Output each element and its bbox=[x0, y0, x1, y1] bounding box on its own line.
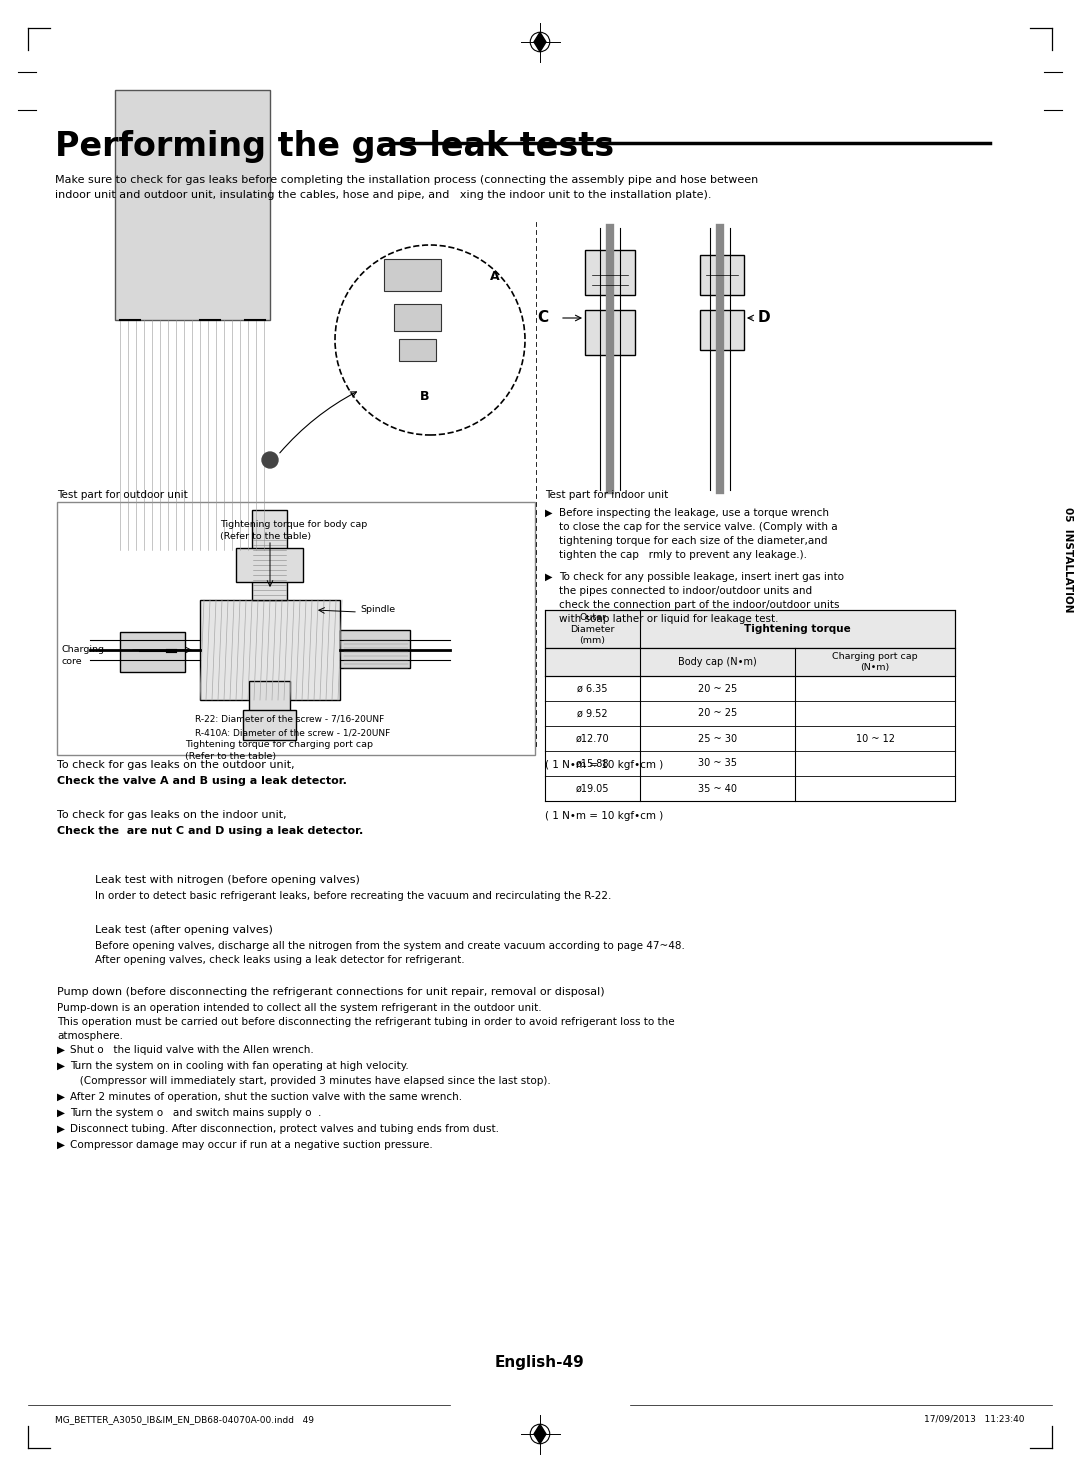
Text: Turn the system on in cooling with fan operating at high velocity.: Turn the system on in cooling with fan o… bbox=[70, 1061, 408, 1072]
Circle shape bbox=[262, 452, 278, 468]
FancyBboxPatch shape bbox=[700, 255, 744, 295]
Text: ( 1 N•m = 10 kgf•cm ): ( 1 N•m = 10 kgf•cm ) bbox=[545, 760, 663, 770]
Text: 20 ~ 25: 20 ~ 25 bbox=[698, 708, 738, 719]
Text: After 2 minutes of operation, shut the suction valve with the same wrench.: After 2 minutes of operation, shut the s… bbox=[70, 1092, 462, 1103]
FancyBboxPatch shape bbox=[399, 339, 436, 362]
Text: atmosphere.: atmosphere. bbox=[57, 1032, 123, 1041]
Text: C: C bbox=[537, 310, 548, 326]
Text: Performing the gas leak tests: Performing the gas leak tests bbox=[55, 130, 615, 162]
Text: Tightening torque for charging port cap
(Refer to the table): Tightening torque for charging port cap … bbox=[185, 739, 373, 760]
Text: Pump-down is an operation intended to collect all the system refrigerant in the : Pump-down is an operation intended to co… bbox=[57, 1004, 542, 1013]
Text: ▶: ▶ bbox=[57, 1092, 65, 1103]
Text: 20 ~ 25: 20 ~ 25 bbox=[698, 683, 738, 694]
FancyBboxPatch shape bbox=[545, 610, 955, 648]
Text: After opening valves, check leaks using a leak detector for refrigerant.: After opening valves, check leaks using … bbox=[95, 955, 464, 965]
FancyBboxPatch shape bbox=[585, 249, 635, 295]
Text: Outer
Diameter
(mm): Outer Diameter (mm) bbox=[570, 614, 615, 645]
Text: To check for any possible leakage, insert inert gas into
the pipes connected to : To check for any possible leakage, inser… bbox=[559, 573, 843, 624]
Text: Before opening valves, discharge all the nitrogen from the system and create vac: Before opening valves, discharge all the… bbox=[95, 942, 685, 951]
Text: ( 1 N•m = 10 kgf•cm ): ( 1 N•m = 10 kgf•cm ) bbox=[545, 810, 663, 821]
Text: 17/09/2013   11:23:40: 17/09/2013 11:23:40 bbox=[924, 1415, 1025, 1424]
Text: Check the  are nut C and D using a leak detector.: Check the are nut C and D using a leak d… bbox=[57, 827, 363, 835]
Text: R-22: Diameter of the screw - 7/16-20UNF: R-22: Diameter of the screw - 7/16-20UNF bbox=[195, 714, 384, 725]
Text: Spindle: Spindle bbox=[360, 605, 395, 614]
Text: B: B bbox=[420, 390, 430, 403]
Text: Compressor damage may occur if run at a negative suction pressure.: Compressor damage may occur if run at a … bbox=[70, 1139, 433, 1150]
FancyBboxPatch shape bbox=[200, 601, 340, 700]
FancyBboxPatch shape bbox=[384, 258, 441, 291]
Text: Shut o   the liquid valve with the Allen wrench.: Shut o the liquid valve with the Allen w… bbox=[70, 1045, 314, 1055]
FancyBboxPatch shape bbox=[252, 511, 287, 601]
Text: ▶: ▶ bbox=[545, 508, 553, 518]
Polygon shape bbox=[534, 1424, 546, 1444]
Text: A: A bbox=[490, 270, 500, 283]
FancyBboxPatch shape bbox=[585, 310, 635, 356]
Text: ø15.88: ø15.88 bbox=[576, 759, 609, 769]
FancyBboxPatch shape bbox=[120, 632, 185, 672]
Text: Pump down (before disconnecting the refrigerant connections for unit repair, rem: Pump down (before disconnecting the refr… bbox=[57, 987, 605, 996]
FancyBboxPatch shape bbox=[237, 548, 303, 582]
Text: ▶: ▶ bbox=[545, 573, 553, 582]
Text: English-49: English-49 bbox=[495, 1355, 585, 1370]
FancyBboxPatch shape bbox=[394, 304, 441, 331]
Text: Test part for outdoor unit: Test part for outdoor unit bbox=[57, 490, 188, 500]
Text: 25 ~ 30: 25 ~ 30 bbox=[698, 734, 737, 744]
Text: R-410A: Diameter of the screw - 1/2-20UNF: R-410A: Diameter of the screw - 1/2-20UN… bbox=[195, 728, 390, 737]
Text: 10 ~ 12: 10 ~ 12 bbox=[855, 734, 894, 744]
Text: Test part for indoor unit: Test part for indoor unit bbox=[545, 490, 669, 500]
Text: 30 ~ 35: 30 ~ 35 bbox=[698, 759, 737, 769]
Text: To check for gas leaks on the outdoor unit,: To check for gas leaks on the outdoor un… bbox=[57, 760, 295, 770]
Text: ø 6.35: ø 6.35 bbox=[577, 683, 608, 694]
FancyBboxPatch shape bbox=[700, 310, 744, 350]
FancyBboxPatch shape bbox=[243, 710, 296, 739]
Text: Make sure to check for gas leaks before completing the installation process (con: Make sure to check for gas leaks before … bbox=[55, 176, 758, 199]
Text: Before inspecting the leakage, use a torque wrench
to close the cap for the serv: Before inspecting the leakage, use a tor… bbox=[559, 508, 838, 559]
Text: D: D bbox=[758, 310, 771, 326]
FancyBboxPatch shape bbox=[114, 90, 270, 320]
Text: 35 ~ 40: 35 ~ 40 bbox=[698, 784, 737, 794]
FancyBboxPatch shape bbox=[57, 502, 535, 756]
Text: To check for gas leaks on the indoor unit,: To check for gas leaks on the indoor uni… bbox=[57, 810, 286, 821]
FancyBboxPatch shape bbox=[545, 648, 955, 676]
Text: (Compressor will immediately start, provided 3 minutes have elapsed since the la: (Compressor will immediately start, prov… bbox=[70, 1076, 551, 1086]
Text: ▶: ▶ bbox=[57, 1061, 65, 1072]
FancyBboxPatch shape bbox=[249, 680, 291, 711]
Text: ø12.70: ø12.70 bbox=[576, 734, 609, 744]
Text: MG_BETTER_A3050_IB&IM_EN_DB68-04070A-00.indd   49: MG_BETTER_A3050_IB&IM_EN_DB68-04070A-00.… bbox=[55, 1415, 314, 1424]
Text: Charging
core: Charging core bbox=[62, 645, 105, 666]
Text: ø 9.52: ø 9.52 bbox=[577, 708, 608, 719]
Text: In order to detect basic refrigerant leaks, before recreating the vacuum and rec: In order to detect basic refrigerant lea… bbox=[95, 892, 611, 900]
Text: Leak test (after opening valves): Leak test (after opening valves) bbox=[95, 925, 273, 934]
Text: Check the valve A and B using a leak detector.: Check the valve A and B using a leak det… bbox=[57, 776, 347, 787]
Text: Leak test with nitrogen (before opening valves): Leak test with nitrogen (before opening … bbox=[95, 875, 360, 886]
Text: Body cap (N•m): Body cap (N•m) bbox=[678, 657, 757, 667]
Text: Charging port cap
(N•m): Charging port cap (N•m) bbox=[833, 652, 918, 672]
Text: ø19.05: ø19.05 bbox=[576, 784, 609, 794]
Text: Tightening torque: Tightening torque bbox=[744, 624, 851, 635]
Text: ▶: ▶ bbox=[57, 1045, 65, 1055]
Polygon shape bbox=[534, 32, 546, 52]
Text: Disconnect tubing. After disconnection, protect valves and tubing ends from dust: Disconnect tubing. After disconnection, … bbox=[70, 1125, 499, 1134]
Text: ▶: ▶ bbox=[57, 1125, 65, 1134]
Text: 05  INSTALLATION: 05 INSTALLATION bbox=[1063, 508, 1074, 613]
FancyBboxPatch shape bbox=[340, 630, 410, 669]
Text: Turn the system o   and switch mains supply o  .: Turn the system o and switch mains suppl… bbox=[70, 1108, 322, 1117]
Text: ▶: ▶ bbox=[57, 1139, 65, 1150]
Text: Tightening torque for body cap
(Refer to the table): Tightening torque for body cap (Refer to… bbox=[220, 520, 367, 540]
Text: ▶: ▶ bbox=[57, 1108, 65, 1117]
Text: This operation must be carried out before disconnecting the refrigerant tubing i: This operation must be carried out befor… bbox=[57, 1017, 675, 1027]
